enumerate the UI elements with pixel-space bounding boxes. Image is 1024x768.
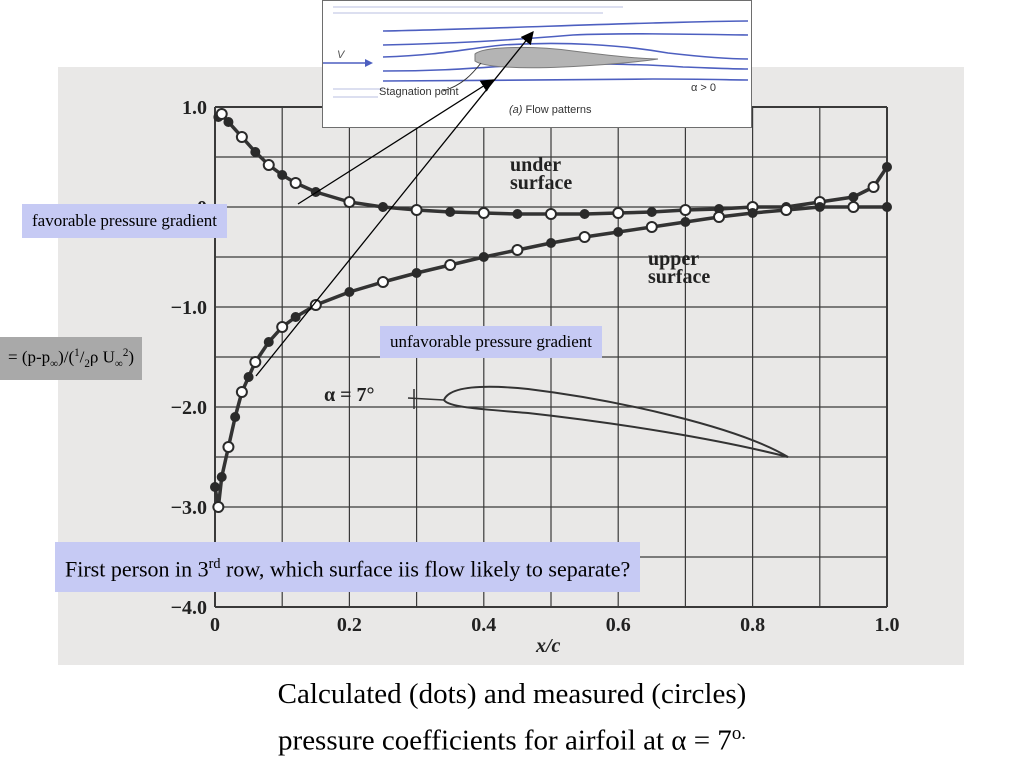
under-label-line2: surface — [510, 172, 572, 194]
calculated-dot — [882, 162, 892, 172]
calculated-dot — [210, 482, 220, 492]
x-tick-label: 0.8 — [740, 614, 765, 636]
calculated-dot — [277, 170, 288, 180]
calculated-dot — [230, 412, 241, 422]
airfoil-shape — [442, 385, 789, 458]
x-tick-label: 0.6 — [606, 614, 631, 636]
calculated-dot — [250, 147, 261, 157]
measured-circle — [545, 208, 557, 220]
calculated-dot — [478, 252, 489, 262]
unfavorable-gradient-label: unfavorable pressure gradient — [380, 326, 603, 358]
upper-label-line2: surface — [648, 266, 710, 288]
y-tick-label: 1.0 — [182, 97, 207, 119]
upper-label-line1: upper — [648, 248, 699, 270]
flow-patterns-diagram: V Stagnation point α > 0 (a) Flow patter… — [323, 6, 749, 116]
measured-circle — [444, 259, 457, 271]
favorable-gradient-label: favorable pressure gradient — [22, 204, 228, 238]
cp-definition-label: = (p-p∞)/(1/2ρ U∞2) — [0, 337, 143, 381]
calculated-dot — [445, 207, 456, 217]
velocity-arrow-head — [365, 59, 373, 67]
x-tick-label: 0.4 — [471, 614, 496, 636]
calculated-dot — [263, 337, 274, 347]
calculated-dot — [814, 202, 825, 212]
inset-caption: (a) Flow patterns — [509, 104, 592, 116]
velocity-label: V — [337, 49, 346, 61]
measured-circle — [235, 386, 248, 398]
calculated-dot — [223, 117, 234, 127]
calculated-dot — [411, 268, 422, 278]
measured-circle — [713, 211, 725, 223]
calculated-dot — [579, 209, 590, 219]
calculated-dot — [646, 207, 657, 217]
stagnation-label: Stagnation point — [379, 86, 459, 98]
measured-circle — [276, 321, 289, 333]
airfoil-sketch — [407, 385, 789, 458]
calculated-dot — [680, 217, 691, 227]
calculated-dot — [512, 209, 523, 219]
y-tick-label: −1.0 — [171, 297, 207, 319]
measured-circle — [262, 159, 275, 171]
chart-tick-labels: 1.00−1.0−2.0−3.0−4.000.20.40.60.81.0 — [171, 97, 900, 636]
x-axis-label: x/c — [535, 635, 561, 657]
slide-caption: Calculated (dots) and measured (circles)… — [0, 674, 1024, 761]
measured-circle — [235, 131, 248, 143]
calculated-dot — [714, 204, 724, 214]
measured-circle — [249, 356, 262, 368]
measured-circle — [212, 501, 225, 513]
calculated-dot — [216, 472, 227, 482]
x-tick-label: 0.2 — [337, 614, 362, 636]
inset-caption-tag: (a) — [509, 104, 523, 116]
measured-circle — [578, 231, 591, 243]
flow-patterns-inset: V Stagnation point α > 0 (a) Flow patter… — [322, 0, 752, 128]
measured-circle — [215, 108, 228, 120]
y-tick-label: −3.0 — [171, 497, 207, 519]
caption-line-1: Calculated (dots) and measured (circles) — [277, 678, 747, 710]
measured-circle — [377, 276, 389, 288]
calculated-dot — [848, 192, 859, 202]
calculated-dot — [613, 227, 624, 237]
measured-circle — [847, 201, 860, 213]
measured-circle — [511, 244, 524, 256]
calculated-dot — [310, 187, 321, 197]
x-tick-label: 1.0 — [875, 614, 900, 636]
calculated-dot — [243, 372, 254, 382]
calculated-dot — [882, 202, 892, 212]
measured-circle — [222, 441, 235, 453]
measured-circle — [309, 299, 322, 311]
calculated-dot — [747, 208, 758, 218]
inset-caption-text: Flow patterns — [526, 104, 593, 116]
caption-line-2: pressure coefficients for airfoil at α =… — [278, 723, 746, 757]
x-tick-label: 0 — [210, 614, 220, 636]
question-banner: First person in 3rd row, which surface i… — [55, 542, 641, 593]
measured-circle — [477, 207, 490, 219]
measured-circle — [780, 204, 793, 216]
alpha-label: α = 7° — [324, 384, 375, 406]
measured-circle — [679, 204, 692, 216]
y-tick-label: −2.0 — [171, 397, 207, 419]
y-tick-label: −4.0 — [171, 597, 207, 619]
measured-circle — [645, 221, 658, 233]
measured-circle — [289, 177, 302, 189]
calculated-dot — [344, 287, 355, 297]
calculated-dot — [290, 312, 301, 322]
measured-circle — [343, 196, 356, 208]
calculated-dot — [378, 202, 388, 212]
measured-circle — [867, 181, 880, 193]
measured-circle — [612, 207, 625, 219]
calculated-dot — [546, 238, 556, 248]
alpha-condition: α > 0 — [691, 82, 716, 94]
upper-surface-label: upper surface — [648, 248, 710, 288]
measured-circle — [410, 204, 423, 216]
